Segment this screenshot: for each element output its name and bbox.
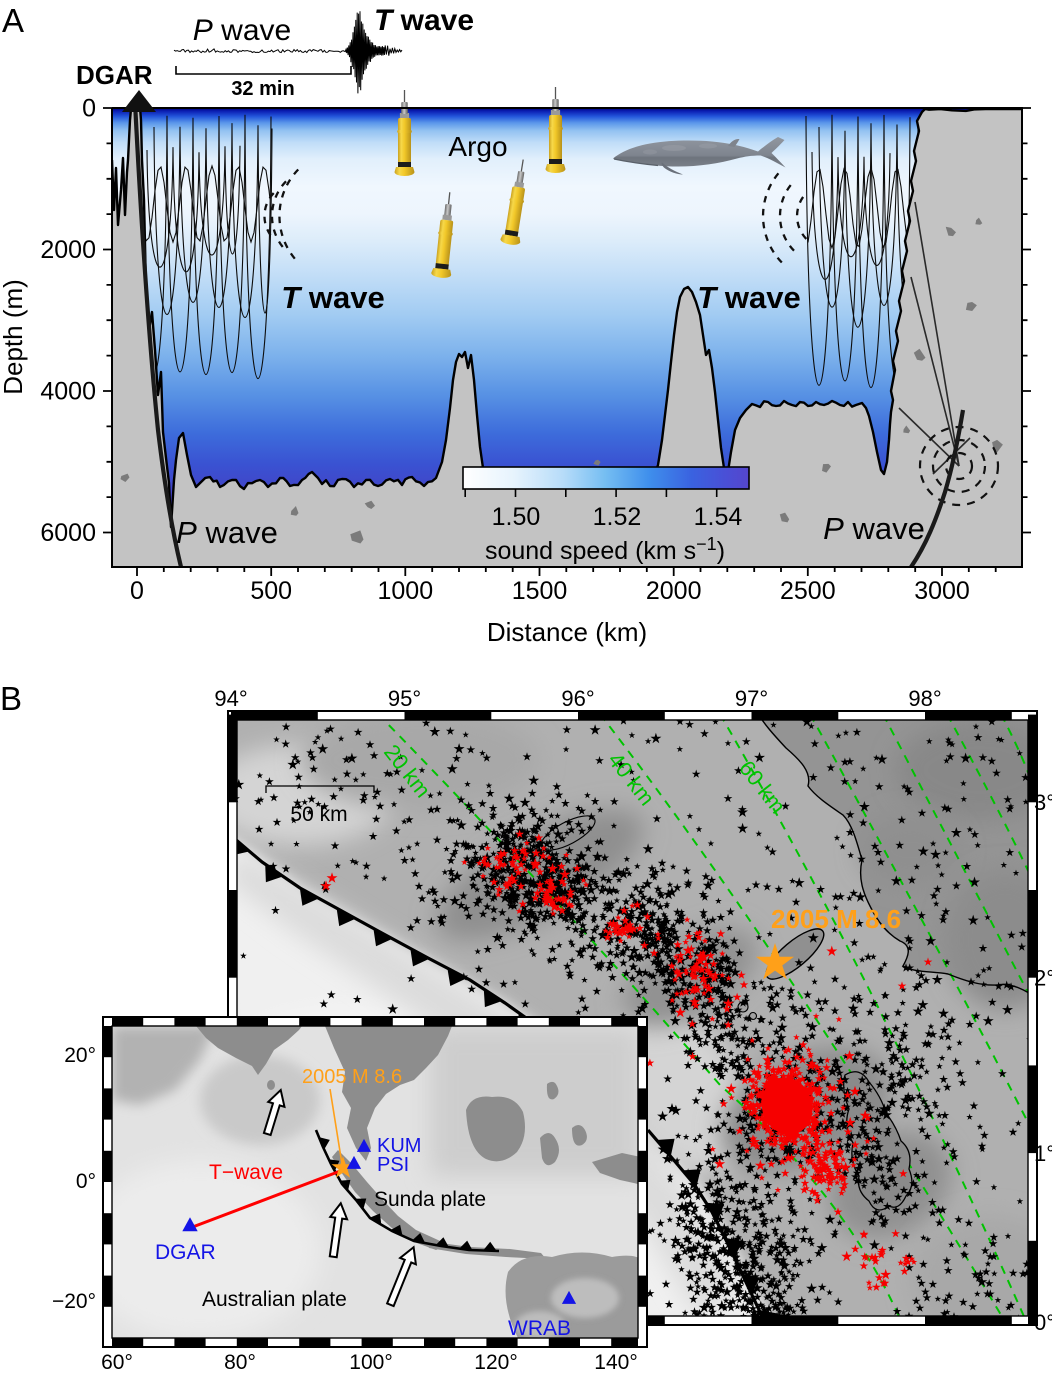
svg-text:DGAR: DGAR (155, 1241, 216, 1264)
svg-text:−20°: −20° (52, 1290, 96, 1313)
svg-text:2005 M 8.6: 2005 M 8.6 (771, 904, 901, 934)
svg-text:94°: 94° (214, 686, 247, 711)
svg-text:T wave: T wave (281, 280, 384, 315)
svg-text:P wave: P wave (176, 515, 278, 550)
svg-text:120°: 120° (474, 1351, 517, 1374)
svg-text:Australian plate: Australian plate (202, 1288, 347, 1311)
svg-text:1.54: 1.54 (694, 503, 743, 531)
svg-text:4000: 4000 (40, 377, 96, 405)
svg-text:1.52: 1.52 (593, 503, 642, 531)
svg-text:0: 0 (82, 95, 96, 123)
svg-text:PSI: PSI (377, 1154, 409, 1176)
svg-text:1500: 1500 (512, 577, 568, 605)
svg-text:DGAR: DGAR (76, 60, 153, 90)
svg-text:P wave: P wave (823, 511, 925, 546)
svg-text:100°: 100° (349, 1351, 392, 1374)
svg-text:140°: 140° (594, 1351, 637, 1374)
svg-text:Argo: Argo (448, 131, 507, 162)
svg-text:Depth (m): Depth (m) (0, 279, 28, 395)
svg-text:2000: 2000 (40, 236, 96, 264)
svg-text:1.50: 1.50 (492, 503, 541, 531)
svg-text:500: 500 (250, 577, 292, 605)
svg-text:0: 0 (130, 577, 144, 605)
svg-text:1000: 1000 (377, 577, 433, 605)
svg-text:50 km: 50 km (290, 803, 347, 826)
svg-text:T−wave: T−wave (209, 1161, 283, 1184)
svg-text:sound speed (km s−1): sound speed (km s−1) (485, 534, 725, 565)
svg-text:2000: 2000 (646, 577, 702, 605)
svg-text:95°: 95° (388, 686, 421, 711)
svg-text:A: A (2, 2, 24, 39)
svg-text:20°: 20° (64, 1044, 96, 1067)
svg-text:97°: 97° (735, 686, 768, 711)
svg-text:P wave: P wave (193, 14, 291, 47)
svg-text:3000: 3000 (914, 577, 970, 605)
svg-text:32 min: 32 min (231, 78, 294, 100)
svg-text:0°: 0° (76, 1170, 96, 1193)
svg-text:2°: 2° (1034, 965, 1052, 990)
svg-text:Sunda plate: Sunda plate (374, 1188, 486, 1211)
svg-text:Distance (km): Distance (km) (487, 617, 647, 647)
svg-text:96°: 96° (561, 686, 594, 711)
svg-text:98°: 98° (908, 686, 941, 711)
svg-text:1°: 1° (1034, 1141, 1052, 1166)
svg-text:80°: 80° (224, 1351, 256, 1374)
svg-text:60°: 60° (101, 1351, 133, 1374)
svg-text:B: B (0, 680, 22, 717)
svg-text:T wave: T wave (374, 4, 474, 37)
svg-text:2500: 2500 (780, 577, 836, 605)
svg-text:0°: 0° (1034, 1310, 1052, 1335)
svg-text:KUM: KUM (377, 1135, 421, 1157)
svg-text:3°: 3° (1034, 790, 1052, 815)
svg-text:WRAB: WRAB (508, 1317, 571, 1340)
svg-text:2005 M 8.6: 2005 M 8.6 (302, 1066, 402, 1088)
svg-text:T wave: T wave (697, 280, 800, 315)
svg-text:6000: 6000 (40, 519, 96, 547)
